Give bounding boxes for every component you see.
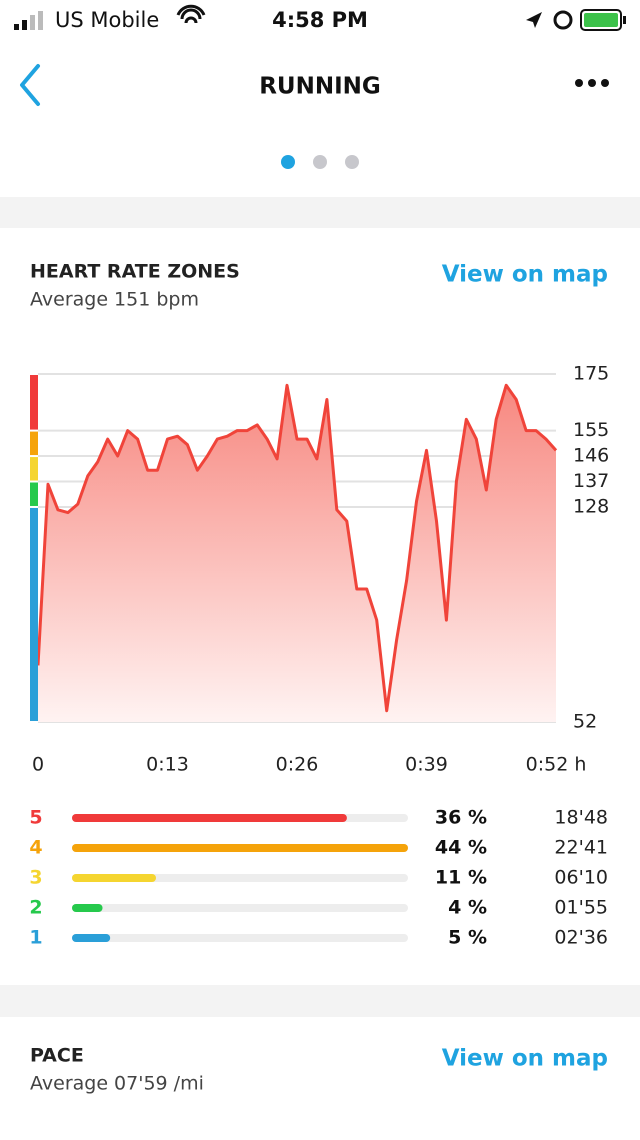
y-tick-label: 137	[573, 470, 609, 492]
battery-tip	[623, 16, 626, 24]
zone-track	[72, 934, 408, 942]
zone-percent: 5 %	[448, 927, 487, 949]
zone-strip	[30, 431, 38, 456]
wifi-icon	[176, 4, 206, 24]
zone-time: 18'48	[554, 807, 608, 829]
y-tick-label: 128	[573, 495, 609, 517]
clock: 4:58 PM	[272, 8, 368, 32]
heart-rate-chart: 52 128 137 146 155 175 0 0:13 0:26 0:39 0:52 h	[30, 363, 609, 776]
page-dots[interactable]	[281, 155, 359, 169]
carrier: US Mobile	[55, 8, 159, 32]
signal	[14, 11, 43, 30]
battery	[580, 9, 622, 31]
zone-strip	[30, 375, 38, 430]
x-tick-label: 0	[32, 754, 44, 776]
page-title: RUNNING	[259, 74, 381, 100]
zone-number: 3	[29, 867, 42, 889]
x-tick-label: 0:13	[146, 754, 189, 776]
zone-list: 5 36 % 18'48 4 44 % 22'41 3 11 % 06'10 2 4 % 01'55 1…	[29, 807, 608, 949]
zone-track	[72, 904, 408, 912]
more-button[interactable]	[575, 79, 609, 87]
area-fill	[38, 385, 556, 722]
zone-number: 1	[29, 927, 42, 949]
zone-bar	[72, 934, 111, 942]
back-button[interactable]	[20, 64, 40, 106]
zone-bar	[72, 874, 156, 882]
x-tick-label: 0:26	[276, 754, 319, 776]
y-tick-label: 155	[573, 419, 609, 441]
y-tick-label: 52	[573, 711, 597, 733]
zone-number: 4	[29, 837, 42, 859]
y-tick-label: 146	[573, 445, 609, 467]
zone-bar	[72, 814, 347, 822]
zone-time: 22'41	[554, 837, 608, 859]
view-on-map[interactable]: View on map	[442, 262, 608, 288]
view-on-map[interactable]: View on map	[442, 1046, 608, 1072]
zone-number: 5	[29, 807, 42, 829]
zone-time: 06'10	[554, 867, 608, 889]
separator	[0, 197, 640, 228]
x-tick-label: 0:52 h	[526, 754, 587, 776]
zone-strip	[30, 507, 38, 721]
zone-bar	[72, 904, 103, 912]
y-tick-label: 175	[573, 363, 609, 385]
zone-percent: 36 %	[435, 807, 487, 829]
zone-track	[72, 874, 408, 882]
zone-strip	[30, 482, 38, 506]
zone-percent: 4 %	[448, 897, 487, 919]
zone-strip	[30, 457, 38, 481]
zone-percent: 11 %	[435, 867, 487, 889]
separator	[0, 985, 640, 1017]
zone-time: 01'55	[554, 897, 608, 919]
alarm-icon	[553, 10, 573, 30]
section-subtitle: Average 151 bpm	[30, 289, 199, 311]
section-subtitle: Average 07'59 /mi	[30, 1073, 204, 1095]
x-tick-label: 0:39	[405, 754, 448, 776]
location-icon	[526, 12, 542, 28]
zone-bar	[72, 844, 408, 852]
section-title: PACE	[30, 1045, 84, 1067]
battery-level	[584, 13, 618, 27]
zone-percent: 44 %	[435, 837, 487, 859]
zone-number: 2	[29, 897, 42, 919]
zone-time: 02'36	[554, 927, 608, 949]
section-title: HEART RATE ZONES	[30, 261, 240, 283]
line	[36, 383, 558, 713]
